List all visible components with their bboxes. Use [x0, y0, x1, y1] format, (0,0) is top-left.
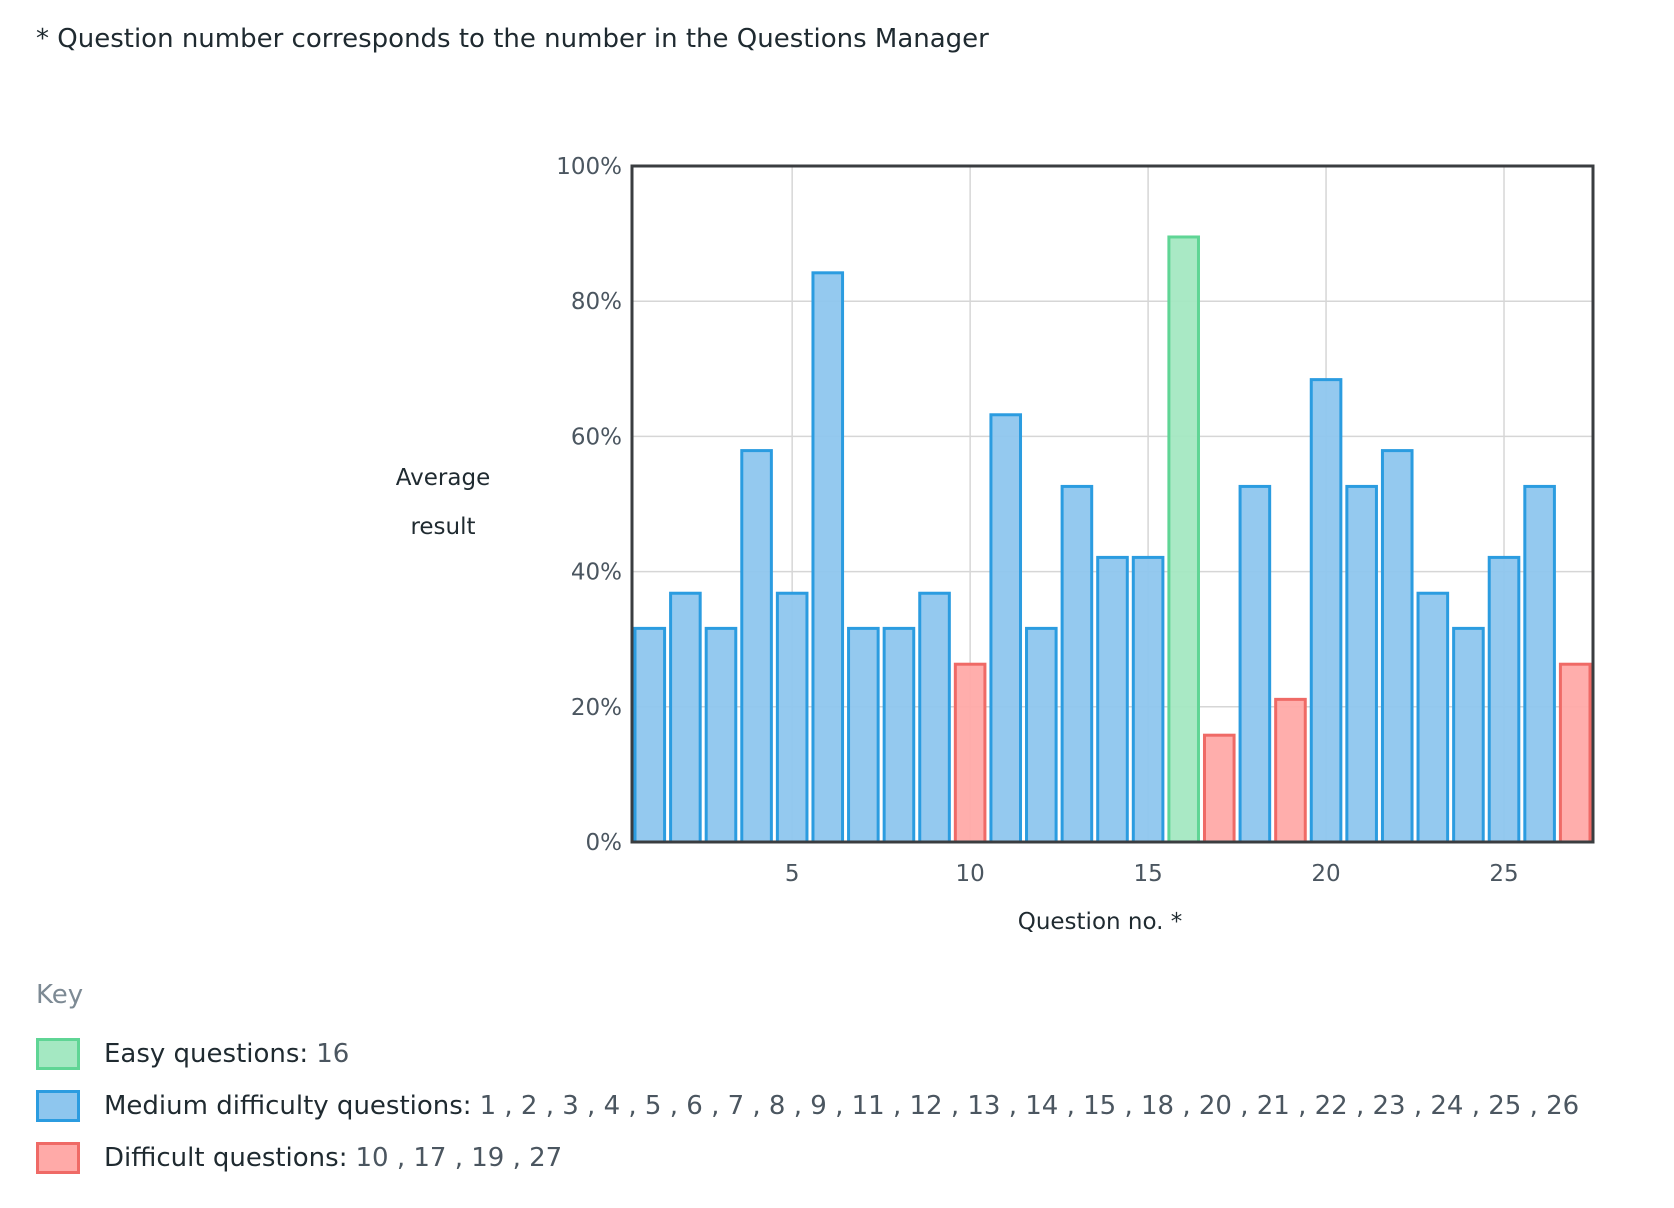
bar-question-7 [847, 626, 880, 844]
legend-label-medium: Medium difficulty questions: [104, 1091, 472, 1121]
bar-question-3 [704, 626, 738, 844]
legend-values-difficult: 10 , 17 , 19 , 27 [355, 1143, 563, 1173]
x-axis-ticks: 5 10 15 20 25 [785, 861, 1519, 887]
bar-question-1 [633, 626, 667, 844]
bar-question-8 [882, 626, 916, 844]
x-tick-label: 15 [1133, 861, 1162, 887]
y-tick-label: 0% [586, 830, 623, 856]
bar-question-9 [918, 591, 951, 844]
bar-question-21 [1345, 484, 1378, 844]
x-tick-label: 25 [1489, 861, 1518, 887]
bar-question-2 [669, 591, 702, 844]
bar-question-23 [1416, 591, 1450, 844]
legend-title: Key [36, 980, 84, 1010]
legend-label-difficult: Difficult questions: [104, 1143, 348, 1173]
y-axis-ticks: 0% 20% 40% 60% 80% 100% [556, 154, 622, 856]
legend-swatch-easy [36, 1038, 80, 1070]
legend-label-easy: Easy questions: [104, 1039, 309, 1069]
y-axis-label-line-1: Average [396, 465, 490, 491]
bar-question-26 [1523, 484, 1556, 844]
bar-question-11 [989, 413, 1023, 844]
y-tick-label: 80% [571, 289, 622, 315]
plot-frame [630, 164, 1595, 844]
bar-question-22 [1380, 449, 1414, 844]
bar-question-24 [1452, 626, 1485, 844]
y-axis-label-line-2: result [410, 514, 475, 540]
x-axis-label: Question no. * [1018, 909, 1183, 935]
x-tick-label: 20 [1311, 861, 1340, 887]
legend-item-medium: Medium difficulty questions: 1 , 2 , 3 ,… [36, 1080, 1636, 1132]
bars [633, 235, 1592, 844]
legend-swatch-medium [36, 1090, 80, 1122]
bar-question-25 [1487, 555, 1521, 844]
legend-item-easy: Easy questions: 16 [36, 1028, 1636, 1080]
x-tick-label: 5 [785, 861, 800, 887]
bar-question-18 [1238, 484, 1272, 844]
bar-question-6 [811, 271, 845, 844]
legend-values-easy: 16 [316, 1039, 350, 1069]
bar-question-17 [1202, 733, 1236, 844]
bar-question-27 [1558, 662, 1592, 844]
bar-question-20 [1309, 378, 1343, 844]
y-tick-label: 100% [556, 154, 622, 180]
legend-values-medium: 1 , 2 , 3 , 4 , 5 , 6 , 7 , 8 , 9 , 11 ,… [479, 1091, 1580, 1121]
legend-swatch-difficult [36, 1142, 80, 1174]
bar-question-13 [1060, 484, 1094, 844]
bar-question-12 [1025, 626, 1058, 844]
bar-question-19 [1274, 697, 1307, 844]
y-tick-label: 40% [571, 560, 622, 586]
bar-question-16 [1167, 235, 1200, 844]
legend-item-difficult: Difficult questions: 10 , 17 , 19 , 27 [36, 1132, 1636, 1184]
x-tick-label: 10 [955, 861, 984, 887]
bar-question-4 [740, 449, 773, 844]
bar-question-14 [1096, 555, 1129, 844]
y-tick-label: 60% [571, 424, 622, 450]
chart-footnote: * Question number corresponds to the num… [36, 24, 989, 54]
bar-question-10 [953, 662, 987, 844]
bar-question-5 [775, 591, 809, 844]
bar-chart: 0% 20% 40% 60% 80% 100% 5 10 15 20 25 Average res… [396, 154, 1595, 935]
legend: Key Easy questions: 16 Medium difficulty… [36, 980, 1636, 1184]
bar-question-15 [1131, 555, 1165, 844]
y-tick-label: 20% [571, 695, 622, 721]
